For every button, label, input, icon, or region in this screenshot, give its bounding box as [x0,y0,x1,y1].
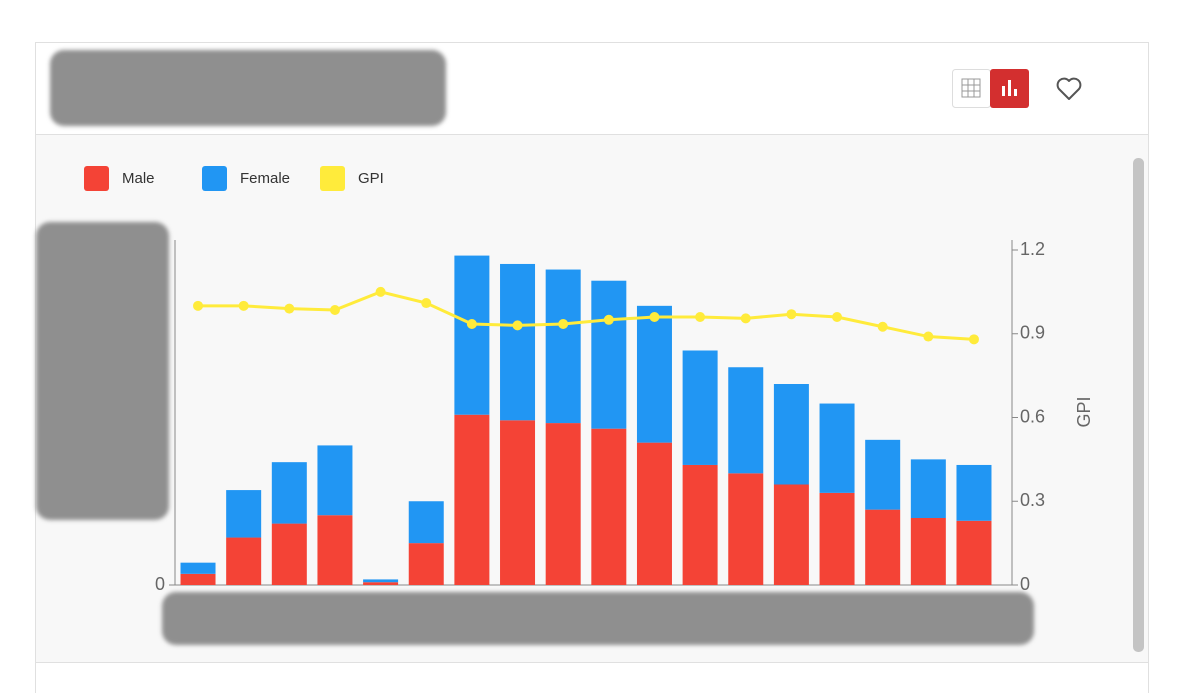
bar [545,423,581,585]
y2-tick-label: 0.9 [1020,323,1045,343]
bar [271,523,307,585]
point [238,300,249,311]
bar [728,473,764,585]
legend-label: GPI [358,170,384,187]
y2-axis-label: GPI [1074,396,1094,427]
table-view-button[interactable] [952,69,991,108]
bar [591,428,627,585]
chart-icon [1002,80,1017,96]
y2-tick-label: 0 [1020,574,1030,594]
bar [226,537,262,585]
point [877,321,888,332]
bar [773,484,809,585]
bar [363,579,399,583]
bar [317,515,353,585]
bar [728,367,764,474]
bar [500,420,536,585]
bar [454,414,490,585]
point [466,318,477,329]
point [558,318,569,329]
bar [682,464,718,585]
scrollbar[interactable] [1133,158,1144,652]
bar [636,442,672,585]
favorite-button[interactable] [1056,77,1082,100]
bar [545,269,581,424]
bar [271,462,307,524]
legend-label: Female [240,170,290,187]
y-tick-label: 0 [155,574,165,594]
table-icon [961,78,981,98]
bar [317,445,353,516]
legend-swatch [84,166,109,191]
bar [636,305,672,443]
bar [408,501,444,544]
point [786,309,797,320]
bar [500,263,536,421]
point [695,312,706,322]
bar [819,403,855,493]
bar [591,280,627,429]
bar [226,490,262,538]
legend-label: Male [122,170,155,187]
bar [865,439,901,510]
point [284,303,295,314]
point [968,334,979,345]
redacted-title [50,50,446,126]
point [740,313,751,324]
point [193,300,204,311]
y2-tick-label: 0.3 [1020,490,1045,510]
y2-tick-label: 1.2 [1020,239,1045,259]
bar [865,509,901,585]
bar [454,255,490,415]
point [603,314,614,325]
redacted-x-labels [162,592,1034,645]
point [512,320,523,331]
bar [773,384,809,485]
y2-tick-label: 0.6 [1020,406,1045,426]
bar [910,459,946,518]
bar [363,582,399,585]
bar [910,518,946,585]
point [649,312,660,322]
point [329,305,340,316]
redacted-y-label [36,222,169,520]
point [375,286,386,297]
bar [819,492,855,585]
point [923,331,934,342]
legend-swatch [320,166,345,191]
bar [682,350,718,465]
bar [180,573,216,585]
point [421,298,432,309]
point [832,312,843,322]
bar [180,562,216,574]
legend-swatch [202,166,227,191]
bar [956,464,992,521]
bar [956,520,992,585]
bar [408,543,444,585]
line [198,290,975,341]
